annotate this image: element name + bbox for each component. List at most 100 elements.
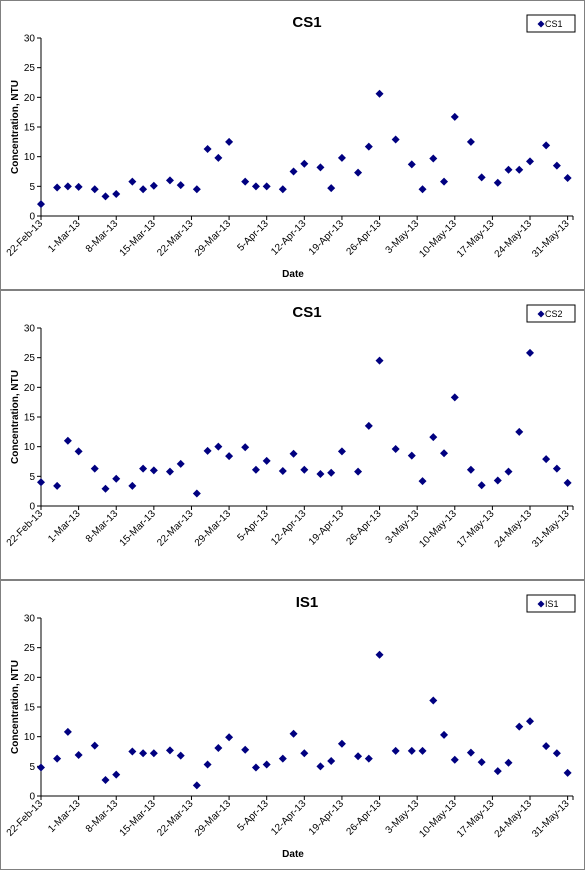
chart-1-data-point: [289, 167, 298, 176]
chart-2-x-tick-label: 12-Apr-13: [269, 508, 309, 548]
chart-panel-3: IS1 0 5 10 15 20 25 30 22-Feb-13 1-Mar-13 8-Mar-13…: [0, 580, 585, 870]
chart-3-data-point: [354, 752, 363, 761]
chart-2-data-point: [101, 484, 110, 493]
chart-1-data-point: [74, 182, 83, 191]
chart-3-x-tick-label: 5-Apr-13: [236, 798, 272, 834]
chart-2-data-point: [493, 476, 502, 485]
chart-3-data-point: [101, 775, 110, 784]
chart-2-y-axis-label: Concentration, NTU: [10, 370, 21, 464]
chart-1-data-point: [203, 144, 212, 153]
chart-1-x-tick-label: 24-May-13: [493, 218, 535, 260]
chart-3-data-point: [493, 767, 502, 776]
chart-1-x-tick-label: 12-Apr-13: [269, 218, 309, 258]
chart-1-data-point: [515, 165, 524, 174]
chart-2-data-point: [418, 477, 427, 486]
chart-1-data-point: [418, 185, 427, 194]
chart-3-data-point: [225, 733, 234, 742]
chart-3-data-point: [504, 758, 513, 767]
chart-2-data-point: [90, 464, 99, 473]
chart-1-data-point: [327, 184, 336, 193]
chart-3-data-point: [251, 763, 260, 772]
chart-1-data-point: [526, 157, 535, 166]
chart-3-y-tick-label: 30: [24, 614, 36, 625]
chart-3-data-point: [241, 745, 250, 754]
chart-3-y-tick-label: 5: [29, 762, 35, 773]
chart-1-data-point: [552, 161, 561, 170]
chart-3-data-point: [74, 751, 83, 760]
chart-1-x-tick-label: 22-Feb-13: [5, 218, 46, 259]
chart-1-legend-box: [526, 14, 576, 33]
chart-3-x-axis-label: Date: [282, 849, 304, 860]
chart-3-data-point: [203, 760, 212, 769]
chart-2-data-point: [192, 489, 201, 498]
chart-3-y-tick-label: 15: [24, 703, 36, 714]
chart-1-legend-label: CS1: [545, 19, 563, 29]
chart-3-data-point: [53, 754, 62, 763]
chart-2-x-tick-label: 19-Apr-13: [307, 508, 347, 548]
chart-2-x-tick-label: 24-May-13: [493, 508, 535, 550]
chart-1-data-point: [391, 135, 400, 144]
chart-3-data-point: [418, 746, 427, 755]
chart-1-data-point: [466, 137, 475, 146]
chart-1-data-point: [176, 181, 185, 190]
chart-2-data-point: [214, 442, 223, 451]
chart-3-data-point: [262, 760, 271, 769]
chart-2-x-tick-label: 22-Feb-13: [5, 508, 46, 549]
chart-2-data-point: [440, 449, 449, 458]
chart-1-data-point: [300, 159, 309, 168]
chart-1-data-point: [165, 176, 174, 185]
chart-1-y-tick-label: 10: [24, 152, 36, 163]
chart-1-data-point: [225, 137, 234, 146]
chart-3-x-tick-label: 22-Feb-13: [5, 798, 46, 839]
chart-1-data-point: [192, 185, 201, 194]
chart-2-x-tick-label: 31-May-13: [530, 508, 572, 550]
chart-3-data-point: [128, 747, 137, 756]
chart-3-x-tick-label: 17-May-13: [455, 798, 497, 840]
chart-1-x-tick-label: 22-Mar-13: [155, 218, 196, 259]
chart-2-data-point: [429, 433, 438, 442]
chart-3-legend-box: [526, 594, 576, 613]
chart-1-data-point: [493, 178, 502, 187]
chart-1-data-point: [63, 182, 72, 191]
chart-2-data-point: [504, 467, 513, 476]
chart-2-data-point: [278, 466, 287, 475]
chart-3-data-point: [214, 743, 223, 752]
chart-2-legend-box: [526, 304, 576, 323]
chart-2-legend-label: CS2: [545, 309, 563, 319]
chart-3-data-point: [63, 727, 72, 736]
chart-3-svg: IS1 0 5 10 15 20 25 30 22-Feb-13 1-Mar-13 8-Mar-13…: [5, 594, 576, 860]
chart-2-data-point: [450, 393, 459, 402]
chart-1-data-point: [504, 165, 513, 174]
chart-1-data-point: [90, 185, 99, 194]
chart-2-data-point: [526, 348, 535, 357]
chart-3-data-point: [466, 748, 475, 757]
chart-1-data-point: [112, 190, 121, 199]
chart-2-data-point: [300, 465, 309, 474]
chart-3-data-point: [316, 762, 325, 771]
chart-2-legend-marker: [537, 310, 545, 318]
chart-1-y-tick-label: 25: [24, 63, 36, 74]
chart-2-data-point: [375, 356, 384, 365]
chart-3-x-tick-label: 19-Apr-13: [307, 798, 347, 838]
chart-2-data-point: [542, 455, 551, 464]
chart-3-data-point: [139, 749, 148, 758]
chart-3-legend-label: IS1: [545, 599, 559, 609]
chart-1-data-point: [563, 174, 572, 183]
chart-3-data-point: [192, 781, 201, 790]
chart-3-data-point: [542, 742, 551, 751]
chart-3-data-point: [375, 650, 384, 659]
chart-3-data-point: [364, 754, 373, 763]
chart-2-x-tick-label: 15-Mar-13: [118, 508, 159, 549]
chart-1-svg: CS1 0 5 10 15 20 25 30 22-Feb-13 1-Mar-13 8-Mar-13…: [5, 14, 576, 280]
chart-3-data-point: [90, 741, 99, 750]
chart-2-data-point: [251, 465, 260, 474]
chart-1-x-tick-label: 17-May-13: [455, 218, 497, 260]
chart-3-x-tick-label: 15-Mar-13: [118, 798, 159, 839]
chart-3-x-tick-label: 24-May-13: [493, 798, 535, 840]
chart-1-data-point: [149, 181, 158, 190]
chart-1-x-tick-label: 15-Mar-13: [118, 218, 159, 259]
chart-3-data-point: [327, 756, 336, 765]
chart-3-data-point: [149, 749, 158, 758]
chart-1-data-point: [214, 153, 223, 162]
chart-2-data-point: [364, 421, 373, 430]
